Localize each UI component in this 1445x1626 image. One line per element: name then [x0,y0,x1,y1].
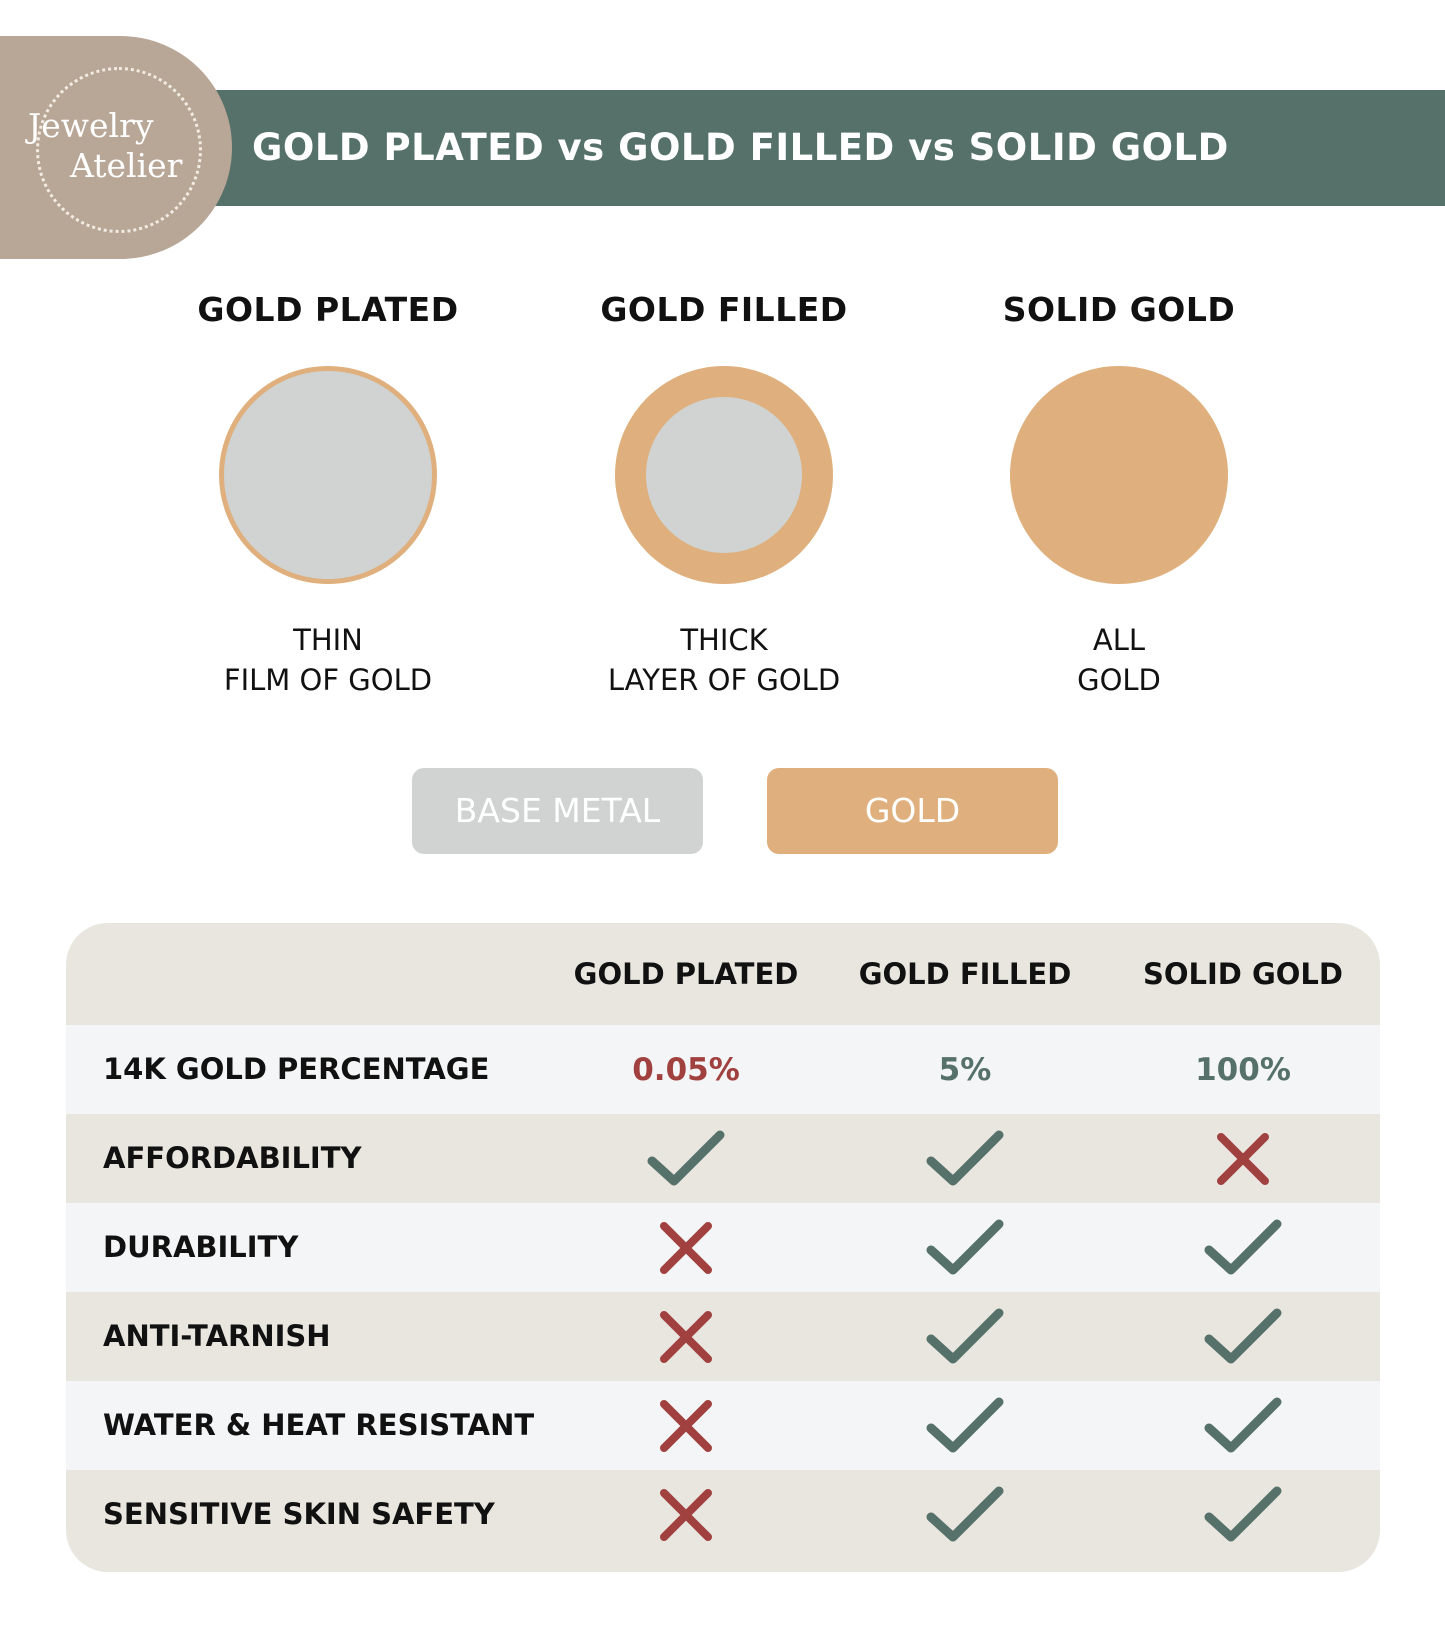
percentage-value: 0.05% [632,1051,740,1088]
type-title: SOLID GOLD [1002,290,1236,329]
legend-gold: GOLD [767,768,1058,854]
check-icon [546,1114,826,1203]
type-desc: ALL [1092,623,1146,657]
table-row: 14K GOLD PERCENTAGE 0.05% 5% 100% [66,1025,1380,1114]
column-header: GOLD PLATED [573,957,799,991]
percentage-value: 100% [1195,1051,1291,1088]
check-icon [1103,1203,1380,1292]
jewelry-atelier-logo: Jewelry Atelier [0,36,232,259]
row-label: WATER & HEAT RESISTANT [103,1408,535,1442]
check-icon [1103,1292,1380,1381]
check-icon [1103,1470,1380,1559]
title-banner: GOLD PLATED vs GOLD FILLED vs SOLID GOLD [200,90,1445,206]
type-desc: THICK [680,623,768,657]
cross-icon [546,1470,826,1559]
row-label: ANTI-TARNISH [103,1319,331,1353]
cross-icon [546,1203,826,1292]
table-row: SENSITIVE SKIN SAFETY [66,1470,1380,1559]
column-header: SOLID GOLD [1143,957,1343,991]
check-icon [825,1292,1105,1381]
type-desc: LAYER OF GOLD [607,663,841,697]
cross-icon [546,1292,826,1381]
percentage-value: 5% [938,1051,992,1088]
type-desc: GOLD [1077,663,1161,697]
table-row: ANTI-TARNISH [66,1292,1380,1381]
type-gold-plated: GOLD PLATED THIN FILM OF GOLD [138,290,518,700]
legend-base-metal: BASE METAL [412,768,703,854]
table-header: GOLD PLATED GOLD FILLED SOLID GOLD [66,923,1380,1025]
logo-ring [36,67,202,233]
check-icon [825,1470,1105,1559]
comparison-table: GOLD PLATED GOLD FILLED SOLID GOLD 14K G… [66,923,1380,1572]
type-title: GOLD PLATED [197,290,459,329]
table-row: AFFORDABILITY [66,1114,1380,1203]
cross-icon [1103,1114,1380,1203]
gold-filled-circle [615,366,833,584]
check-icon [825,1114,1105,1203]
check-icon [825,1381,1105,1470]
type-desc: THIN [293,623,363,657]
table-row: WATER & HEAT RESISTANT [66,1381,1380,1470]
row-label: DURABILITY [103,1230,299,1264]
row-label: AFFORDABILITY [103,1141,362,1175]
gold-plated-circle [219,366,437,584]
type-gold-filled: GOLD FILLED THICK LAYER OF GOLD [534,290,914,700]
logo-line2: Atelier [70,146,183,185]
row-label: 14K GOLD PERCENTAGE [103,1052,490,1086]
cross-icon [546,1381,826,1470]
check-icon [825,1203,1105,1292]
column-header: GOLD FILLED [858,957,1072,991]
type-title: GOLD FILLED [600,290,848,329]
page-title: GOLD PLATED vs GOLD FILLED vs SOLID GOLD [252,126,1229,169]
check-icon [1103,1381,1380,1470]
type-solid-gold: SOLID GOLD ALL GOLD [929,290,1309,700]
solid-gold-circle [1010,366,1228,584]
table-row: DURABILITY [66,1203,1380,1292]
logo-line1: Jewelry [28,106,154,145]
type-desc: FILM OF GOLD [223,663,433,697]
row-label: SENSITIVE SKIN SAFETY [103,1497,495,1531]
